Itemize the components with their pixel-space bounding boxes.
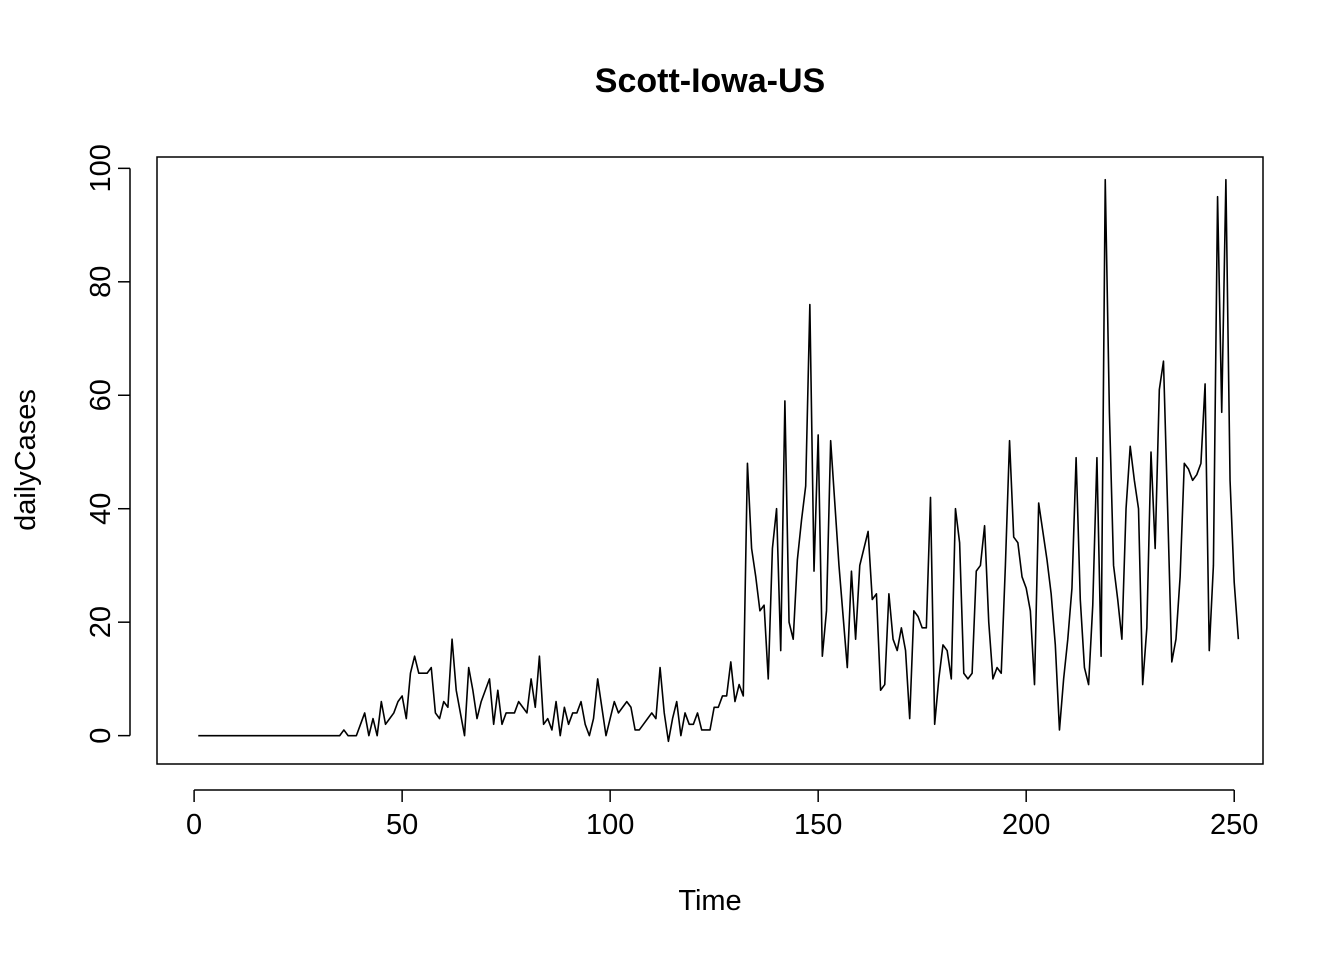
y-tick-label: 100: [85, 144, 117, 192]
chart-title: Scott-Iowa-US: [595, 62, 825, 100]
y-tick-label: 60: [85, 379, 117, 411]
y-axis-label: dailyCases: [10, 389, 42, 531]
y-tick-label: 80: [85, 266, 117, 298]
x-tick-label: 0: [186, 809, 202, 841]
y-tick-label: 40: [85, 493, 117, 525]
x-tick-label: 200: [1002, 809, 1050, 841]
series-line-dailycases: [198, 180, 1238, 742]
x-tick-label: 50: [386, 809, 418, 841]
y-tick-label: 0: [85, 728, 117, 744]
x-tick-label: 150: [794, 809, 842, 841]
y-axis: 0 20 40 60 80 100: [85, 144, 130, 744]
x-axis-label: Time: [678, 885, 741, 917]
x-tick-label: 250: [1210, 809, 1258, 841]
y-tick-label: 20: [85, 606, 117, 638]
x-tick-label: 100: [586, 809, 634, 841]
x-axis: 0 50 100 150 200 250: [186, 790, 1258, 841]
